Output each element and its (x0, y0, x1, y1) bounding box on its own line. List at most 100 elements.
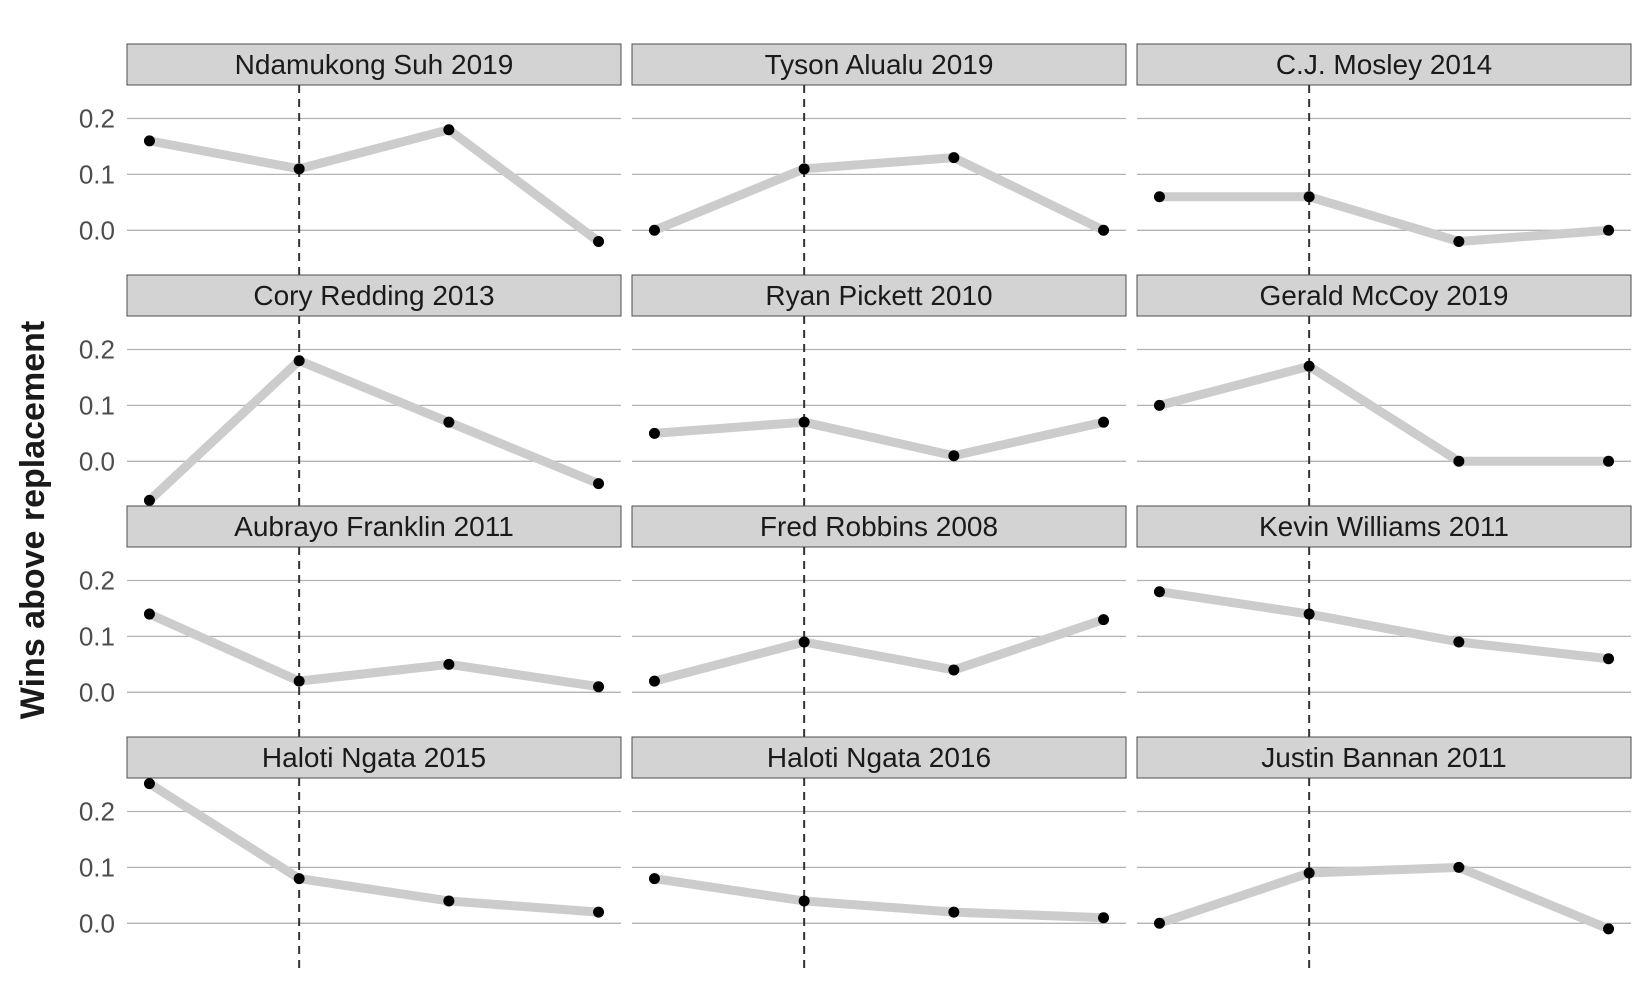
panel-strip (631, 505, 1127, 548)
data-point (143, 608, 155, 620)
series-line (147, 609, 600, 692)
data-point (1098, 614, 1110, 626)
data-point (293, 355, 305, 367)
data-point (648, 873, 660, 885)
data-point (1098, 224, 1110, 236)
panel-strip (1136, 43, 1632, 86)
data-point (1303, 867, 1315, 879)
panel-title: Tyson Alualu 2019 (765, 49, 994, 80)
data-point (293, 675, 305, 687)
data-point (1603, 653, 1615, 665)
data-point (143, 494, 155, 506)
y-tick-label: 0.1 (79, 159, 115, 189)
series-line (653, 615, 1105, 686)
panel: C.J. Mosley 2014 (1136, 43, 1632, 275)
y-tick-label: 0.0 (79, 677, 115, 707)
data-point (593, 478, 605, 490)
data-point (1153, 399, 1165, 411)
data-point (1153, 917, 1165, 929)
panel-strip (1136, 505, 1632, 548)
panel-strip (126, 43, 622, 86)
panel-strip (1136, 274, 1632, 317)
data-point (948, 906, 960, 918)
data-point (648, 427, 660, 439)
data-point (1453, 235, 1465, 247)
panel: Aubrayo Franklin 2011 0.0 0.1 0.2 (79, 505, 622, 737)
panel: Ryan Pickett 2010 (631, 274, 1127, 506)
series-line (1158, 361, 1609, 466)
panel: Cory Redding 2013 0.0 0.1 0.2 (79, 274, 622, 506)
y-tick-label: 0.1 (79, 390, 115, 420)
panel-title: Justin Bannan 2011 (1261, 742, 1506, 773)
panel: Kevin Williams 2011 (1136, 505, 1632, 737)
data-point (143, 778, 155, 790)
y-tick-label: 0.2 (79, 566, 115, 596)
y-axis-label: Wins above replacement (14, 321, 52, 719)
series-line (148, 125, 602, 246)
y-tick-label: 0.0 (79, 215, 115, 245)
y-tick-label: 0.0 (79, 908, 115, 938)
series-line (653, 874, 1104, 923)
panel-title: Aubrayo Franklin 2011 (234, 511, 514, 542)
data-point (648, 675, 660, 687)
data-point (1303, 191, 1315, 203)
panel: Haloti Ngata 2016 (631, 736, 1127, 968)
y-tick-label: 0.1 (79, 621, 115, 651)
data-point (293, 873, 305, 885)
data-point (1603, 224, 1615, 236)
panel-title: Cory Redding 2013 (253, 280, 494, 311)
series-line (1158, 587, 1610, 664)
series-line (652, 153, 1106, 235)
panel-title: Fred Robbins 2008 (760, 511, 998, 542)
panel-title: Kevin Williams 2011 (1259, 511, 1509, 542)
data-point (1453, 861, 1465, 873)
panels: Ndamukong Suh 2019 0.0 0.1 0.2 Tyson Alualu … (79, 43, 1632, 968)
data-point (1303, 360, 1315, 372)
data-point (948, 450, 960, 462)
data-point (143, 135, 155, 147)
panel-title: C.J. Mosley 2014 (1276, 49, 1492, 80)
panel: Fred Robbins 2008 (631, 505, 1127, 737)
series-line (147, 779, 599, 917)
panel-strip (1136, 736, 1632, 779)
data-point (593, 235, 605, 247)
data-point (443, 416, 455, 428)
series-line (1159, 192, 1609, 246)
data-point (593, 906, 605, 918)
data-point (648, 224, 660, 236)
data-point (948, 152, 960, 164)
data-point (1603, 455, 1615, 467)
y-tick-label: 0.2 (79, 104, 115, 134)
panel-strip (126, 274, 622, 317)
data-point (798, 895, 810, 907)
y-tick-label: 0.2 (79, 335, 115, 365)
data-point (443, 124, 455, 136)
series-line (654, 417, 1105, 461)
y-tick-label: 0.2 (79, 797, 115, 827)
panel-title: Haloti Ngata 2015 (262, 742, 486, 773)
data-point (1098, 416, 1110, 428)
panel-strip (631, 274, 1127, 317)
data-point (293, 163, 305, 175)
panel-strip (126, 505, 622, 548)
data-point (443, 658, 455, 670)
data-point (1603, 923, 1615, 935)
series-line (1158, 862, 1611, 934)
panel-title: Ryan Pickett 2010 (765, 280, 992, 311)
panel: Gerald McCoy 2019 (1136, 274, 1632, 506)
data-point (798, 163, 810, 175)
data-point (1098, 912, 1110, 924)
panel-title: Haloti Ngata 2016 (767, 742, 991, 773)
data-point (1453, 455, 1465, 467)
panel: Justin Bannan 2011 (1136, 736, 1632, 968)
panel-title: Ndamukong Suh 2019 (235, 49, 514, 80)
data-point (1153, 191, 1165, 203)
data-point (1453, 636, 1465, 648)
data-point (948, 664, 960, 676)
panel: Tyson Alualu 2019 (631, 43, 1127, 275)
panel: Ndamukong Suh 2019 0.0 0.1 0.2 (79, 43, 622, 275)
data-point (1153, 586, 1165, 598)
panel-strip (631, 43, 1127, 86)
data-point (1303, 608, 1315, 620)
